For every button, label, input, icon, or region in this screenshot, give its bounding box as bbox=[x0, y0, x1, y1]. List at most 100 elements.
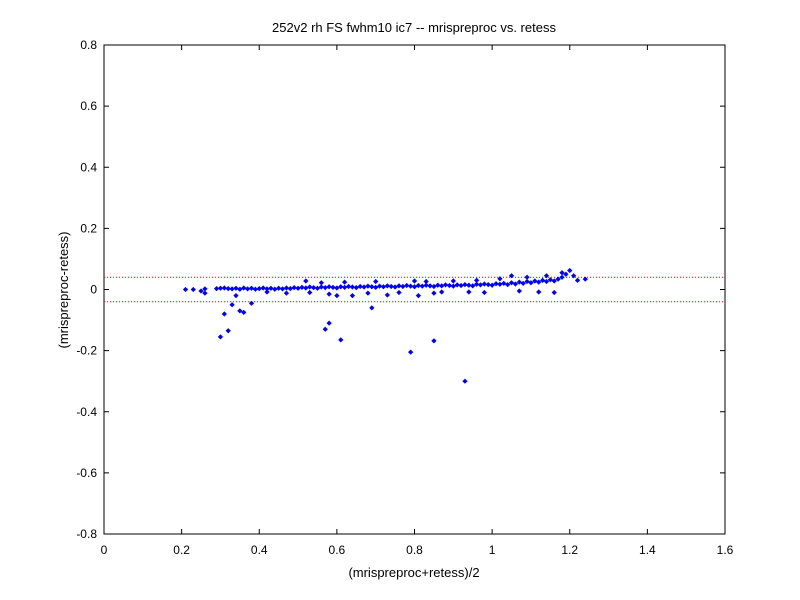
data-point bbox=[237, 286, 243, 292]
data-point bbox=[512, 281, 519, 287]
data-point bbox=[237, 308, 243, 314]
data-point bbox=[431, 283, 437, 290]
data-point bbox=[221, 311, 227, 317]
data-point bbox=[528, 280, 534, 286]
data-point bbox=[559, 274, 565, 280]
data-point bbox=[450, 283, 456, 289]
x-axis-label: (mrispreproc+retess)/2 bbox=[348, 565, 479, 580]
data-point bbox=[431, 290, 437, 296]
data-point bbox=[369, 284, 375, 290]
data-point bbox=[353, 285, 359, 291]
data-point bbox=[462, 281, 468, 288]
data-point bbox=[415, 282, 422, 289]
y-tick-label: -0.8 bbox=[76, 527, 97, 541]
data-point bbox=[516, 288, 522, 294]
data-point bbox=[373, 284, 379, 290]
chart-title: 252v2 rh FS fwhm10 ic7 -- mrispreproc vs… bbox=[272, 20, 556, 35]
data-point bbox=[547, 277, 553, 283]
data-point bbox=[264, 289, 270, 295]
data-point bbox=[543, 273, 550, 279]
data-point bbox=[376, 283, 383, 289]
data-point bbox=[213, 285, 220, 292]
y-axis-ticks: -0.8 -0.6 -0.4 -0.2 0 0.2 0.4 0.6 0.8 bbox=[76, 38, 725, 541]
data-point bbox=[225, 328, 231, 334]
data-point bbox=[539, 277, 546, 283]
data-point bbox=[334, 292, 340, 299]
data-point bbox=[190, 286, 196, 293]
data-point bbox=[283, 285, 290, 291]
data-point bbox=[217, 334, 224, 340]
x-axis-ticks: 0 0.2 0.4 0.6 0.8 1 1.2 1.4 1.6 bbox=[101, 45, 734, 557]
y-tick-label: 0.4 bbox=[80, 160, 97, 174]
data-point bbox=[520, 280, 526, 287]
data-point bbox=[404, 282, 410, 289]
x-tick-label: 0.2 bbox=[173, 543, 190, 557]
data-point bbox=[326, 291, 332, 297]
data-point bbox=[342, 279, 348, 285]
data-point bbox=[392, 284, 398, 290]
data-point bbox=[369, 305, 375, 311]
data-point bbox=[345, 283, 352, 290]
data-point bbox=[567, 267, 573, 274]
data-point bbox=[450, 278, 456, 284]
data-point bbox=[563, 271, 569, 277]
data-point bbox=[454, 282, 460, 288]
data-point bbox=[466, 282, 472, 288]
y-tick-label: 0 bbox=[90, 283, 97, 297]
x-tick-label: 1.6 bbox=[717, 543, 734, 557]
x-tick-label: 0.8 bbox=[406, 543, 423, 557]
data-point bbox=[260, 285, 266, 291]
data-point bbox=[299, 284, 305, 290]
x-tick-label: 0.4 bbox=[251, 543, 268, 557]
data-point bbox=[407, 349, 414, 355]
data-point bbox=[248, 300, 255, 306]
data-point bbox=[217, 285, 224, 291]
data-point bbox=[551, 289, 557, 296]
data-point bbox=[516, 279, 522, 285]
x-tick-label: 1.2 bbox=[561, 543, 578, 557]
data-point bbox=[221, 285, 227, 291]
data-point bbox=[396, 283, 402, 289]
data-point bbox=[574, 277, 581, 283]
data-point bbox=[536, 289, 542, 295]
data-point bbox=[489, 282, 495, 288]
x-tick-label: 0.6 bbox=[329, 543, 346, 557]
data-point bbox=[462, 378, 468, 384]
data-point bbox=[485, 281, 491, 288]
data-point bbox=[559, 270, 565, 276]
data-point bbox=[318, 284, 324, 290]
data-point bbox=[349, 292, 356, 299]
data-point bbox=[248, 285, 255, 291]
data-point bbox=[411, 284, 418, 290]
data-point bbox=[326, 284, 332, 290]
data-point bbox=[532, 278, 538, 284]
data-points bbox=[182, 267, 588, 384]
data-point bbox=[466, 289, 472, 295]
data-point bbox=[427, 283, 433, 289]
data-point bbox=[497, 276, 503, 282]
data-point bbox=[182, 286, 189, 293]
data-point bbox=[225, 285, 231, 292]
data-point bbox=[493, 281, 499, 287]
y-tick-label: -0.2 bbox=[76, 344, 97, 358]
data-point bbox=[446, 282, 453, 289]
data-point bbox=[338, 337, 344, 343]
data-point bbox=[396, 289, 402, 296]
y-tick-label: 0.8 bbox=[80, 38, 97, 52]
data-point bbox=[442, 282, 449, 288]
plot-area bbox=[103, 44, 726, 535]
data-point bbox=[307, 289, 313, 296]
data-point bbox=[373, 278, 379, 285]
data-point bbox=[473, 277, 480, 283]
data-point bbox=[571, 273, 577, 279]
data-point bbox=[501, 280, 507, 287]
data-point bbox=[470, 283, 476, 289]
data-point bbox=[551, 278, 557, 284]
data-point bbox=[202, 290, 208, 296]
data-point bbox=[388, 283, 394, 290]
data-point bbox=[524, 274, 530, 280]
data-point bbox=[334, 285, 340, 291]
y-axis-label: (mrispreproc-retess) bbox=[56, 231, 71, 348]
y-tick-label: 0.6 bbox=[80, 99, 97, 113]
